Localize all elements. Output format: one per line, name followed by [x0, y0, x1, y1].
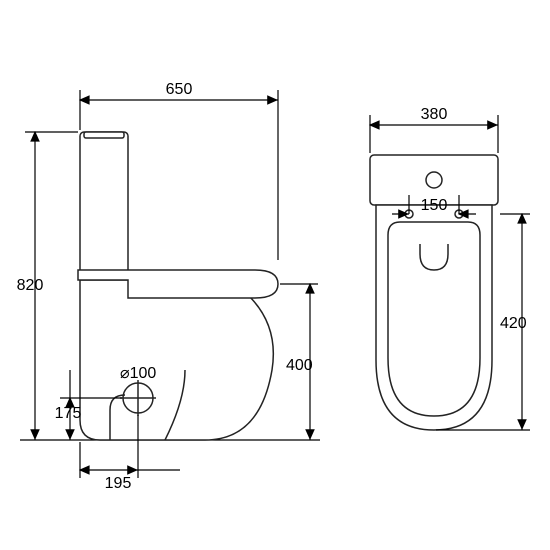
dim-820: 820 — [17, 277, 44, 294]
dim-195: 195 — [105, 475, 132, 492]
dim-650: 650 — [166, 81, 193, 98]
dim-150: 150 — [421, 197, 448, 214]
plan-view: 380 150 420 — [370, 106, 530, 430]
side-elevation: 650 820 400 ⌀100 175 195 — [17, 81, 320, 492]
technical-drawing: 650 820 400 ⌀100 175 195 — [0, 0, 550, 550]
dim-420: 420 — [500, 315, 527, 332]
dim-dia100: ⌀100 — [120, 365, 156, 382]
dim-400: 400 — [286, 357, 313, 374]
dim-380: 380 — [421, 106, 448, 123]
dim-175: 175 — [55, 405, 82, 422]
